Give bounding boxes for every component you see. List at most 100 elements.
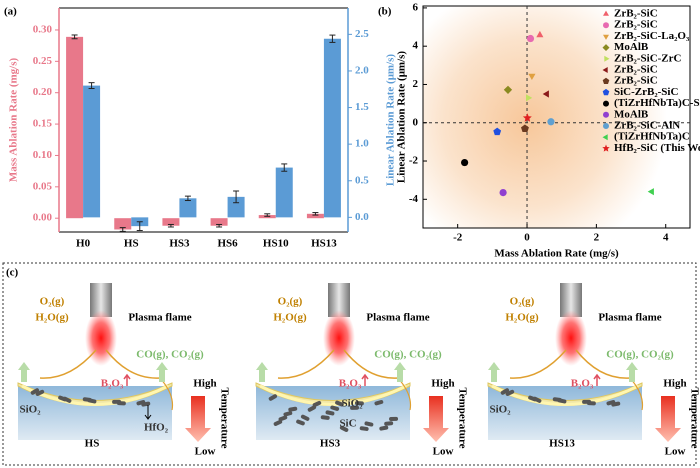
flame-label: Plasma flame <box>128 312 191 324</box>
x-tick-label: HS10 <box>263 238 289 250</box>
error-bar <box>167 223 174 228</box>
legend-label: SiC-ZrB₂-SiC <box>614 86 678 98</box>
bar <box>66 36 84 219</box>
b2o3-label: B₂O₃ <box>101 378 124 390</box>
x-tick-label: 2 <box>594 232 600 244</box>
flow-arrow <box>575 349 631 379</box>
torch <box>90 283 112 317</box>
y2-tick-label: 2.0 <box>355 64 369 76</box>
oxidant-label: H₂O(g) <box>35 312 69 324</box>
low-label: Low <box>433 446 454 458</box>
particle <box>273 419 283 426</box>
gas-label: CO(g), CO₂(g) <box>136 349 204 361</box>
oxidant-label: O₂(g) <box>40 296 65 308</box>
y-tick-label: 0.25 <box>33 55 53 67</box>
legend-marker <box>603 111 609 118</box>
point <box>461 158 469 167</box>
legend-marker <box>602 134 608 141</box>
flow-arrow <box>39 349 97 379</box>
legend-label: ZrB₂-SiC-ZrC <box>614 52 682 64</box>
error-bar <box>281 163 288 172</box>
particle <box>87 398 97 404</box>
legend-label: ZrB₂-SiC <box>614 8 658 20</box>
plasma-glow <box>85 310 117 366</box>
particle <box>364 421 374 427</box>
high-label: High <box>431 378 454 390</box>
gas-arrow <box>18 362 30 382</box>
legend-label: ZrB₂-SiC <box>614 64 658 76</box>
bar <box>162 218 180 226</box>
point <box>542 90 549 98</box>
y-tick-label: 4 <box>413 40 419 52</box>
flow-arrow <box>105 349 161 379</box>
plasma-glow <box>323 310 355 366</box>
particle <box>30 388 40 395</box>
error-bar <box>312 212 319 216</box>
legend-marker <box>602 144 610 152</box>
plot-background <box>422 5 691 229</box>
x-tick-label: 0 <box>524 232 530 244</box>
x-tick-label: HS3 <box>169 238 190 250</box>
schematic: O₂(g) H₂O(g) Plasma flame CO(g), CO₂(g) B₂O₃… <box>255 283 468 458</box>
particle <box>312 400 322 408</box>
temperature-arrow <box>655 396 681 442</box>
particle <box>339 425 349 432</box>
legend-label: (TiZrHfNbTa)C <box>614 131 690 143</box>
particle <box>505 389 515 396</box>
oxide-layer <box>259 384 407 406</box>
x-tick-label: -2 <box>453 232 463 244</box>
legend-label: MoAlB <box>614 41 649 53</box>
legend-label: ZrB₂-SiC <box>614 75 658 87</box>
point <box>499 188 507 197</box>
error-bar <box>216 223 223 228</box>
y-tick-label: 2 <box>413 78 419 90</box>
b2o3-arrow <box>361 373 369 386</box>
point <box>547 118 555 126</box>
particle <box>374 399 384 406</box>
point <box>521 124 529 132</box>
sample-label: HS13 <box>549 438 575 450</box>
legend-label: ZrB₂-SiC-AlN <box>614 120 680 132</box>
particle <box>532 396 542 403</box>
particle <box>116 401 126 406</box>
panel-border <box>2 262 697 466</box>
legend-label: HfB₂-SiC (This Work) <box>614 142 700 154</box>
legend-marker <box>602 77 610 84</box>
high-label: High <box>663 378 686 390</box>
temperature-arrow <box>423 396 449 442</box>
particle <box>268 394 278 401</box>
point <box>647 188 654 196</box>
bar <box>323 38 341 218</box>
legend-marker <box>603 34 609 40</box>
panel-label: (a) <box>4 6 17 18</box>
oxidant-label: O₂(g) <box>278 296 303 308</box>
particle <box>389 416 399 421</box>
bar <box>227 196 245 218</box>
point <box>493 127 502 136</box>
error-bar <box>329 34 336 43</box>
b2o3-label: B₂O₃ <box>571 378 594 390</box>
y-tick-label: -4 <box>409 193 419 205</box>
bar <box>179 198 197 218</box>
low-label: Low <box>195 446 216 458</box>
y-tick-label: 0.20 <box>33 86 53 98</box>
particle <box>325 410 335 416</box>
temperature-label: Temperature <box>218 387 230 448</box>
sample-label: HS <box>85 438 100 450</box>
error-bar <box>184 195 191 202</box>
error-bar <box>136 221 143 232</box>
particle <box>35 389 45 396</box>
x-tick-label: HS13 <box>311 238 337 250</box>
point <box>503 85 513 94</box>
y2-tick-label: 0.0 <box>355 211 369 223</box>
temperature-label: Temperature <box>456 387 468 448</box>
error-bar <box>88 82 95 90</box>
bar <box>210 218 228 226</box>
point <box>526 94 533 102</box>
y-axis-title: Linear Ablation Rate (μm/s) <box>396 51 408 184</box>
b2o3-label: B₂O₃ <box>339 378 362 390</box>
particle <box>278 415 288 422</box>
error-bar <box>264 213 271 217</box>
x-axis-title: Mass Ablation Rate (mg/s) <box>494 248 619 260</box>
y2-tick-label: 2.5 <box>355 28 369 40</box>
